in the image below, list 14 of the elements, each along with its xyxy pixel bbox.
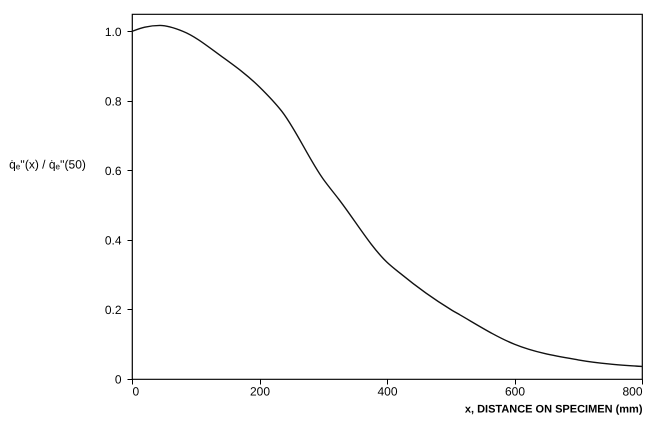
y-tick-label: 0	[114, 372, 122, 386]
y-tick-label: 0.8	[104, 94, 122, 108]
x-tick-label: 200	[250, 384, 270, 398]
x-tick-label: 400	[377, 384, 398, 398]
y-tick-label: 0.4	[104, 233, 122, 248]
y-tick-label: 0.6	[104, 164, 122, 178]
x-axis-title: x, DISTANCE ON SPECIMEN (mm)	[464, 404, 643, 416]
x-tick-label: 600	[504, 384, 526, 398]
x-tick-label: 0	[132, 384, 140, 398]
x-tick-label: 800	[622, 384, 643, 398]
y-axis-title: q̇ₑ''(x) / q̇ₑ''(50)	[9, 158, 86, 172]
y-tick-label: 0.2	[104, 302, 122, 317]
y-tick-label: 1.0	[104, 24, 122, 39]
line-series	[131, 24, 643, 368]
